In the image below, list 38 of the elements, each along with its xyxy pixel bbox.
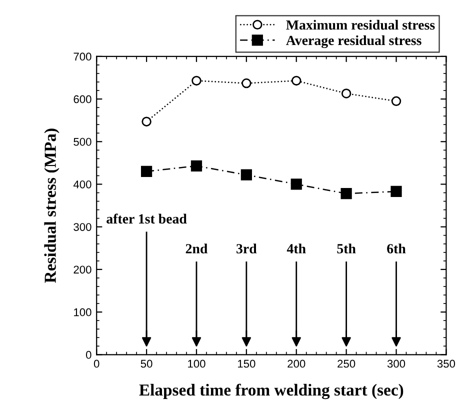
x-tick-label: 100 xyxy=(188,360,206,368)
point xyxy=(190,160,202,172)
y-axis-title: Residual stress (MPa) xyxy=(44,128,60,283)
x-tick-label: 150 xyxy=(238,360,256,368)
point xyxy=(240,169,252,180)
point xyxy=(242,78,252,88)
y-tick-label: 300 xyxy=(74,223,92,231)
ref-line-label: 3rd xyxy=(236,244,257,254)
y-tick-label: 200 xyxy=(74,266,92,274)
point xyxy=(341,88,352,98)
ref-line-label: 5th xyxy=(337,244,356,254)
y-tick-label: 600 xyxy=(74,95,92,104)
x-tick-label: 250 xyxy=(338,360,356,368)
legend-label: Average residual stress xyxy=(286,35,422,48)
x-axis-title: Elapsed time from welding start (sec) xyxy=(139,384,404,400)
ref-line-label: 6th xyxy=(387,244,406,254)
ref-line-label: 4th xyxy=(286,244,306,254)
x-tick-label: 300 xyxy=(387,360,406,368)
y-tick-label: 400 xyxy=(73,180,92,188)
y-tick-label: 100 xyxy=(74,308,92,316)
point xyxy=(390,186,402,198)
point xyxy=(192,76,202,86)
y-tick-label: 500 xyxy=(74,138,92,146)
y-tick-label: 0 xyxy=(86,350,92,359)
point xyxy=(140,166,152,178)
ref-line-label: 2nd xyxy=(186,244,208,254)
x-tick-label: 50 xyxy=(140,360,152,368)
x-tick-label: 200 xyxy=(288,360,306,368)
y-tick-label: 700 xyxy=(74,52,92,61)
point xyxy=(340,188,352,200)
point xyxy=(292,76,302,86)
x-tick-label: 350 xyxy=(437,360,456,368)
point xyxy=(142,116,152,126)
point xyxy=(290,178,302,190)
ref-line-label: after 1st bead xyxy=(106,214,187,224)
x-tick-label: 0 xyxy=(94,360,100,368)
legend-label: Maximum residual stress xyxy=(286,20,435,30)
point xyxy=(391,96,402,106)
